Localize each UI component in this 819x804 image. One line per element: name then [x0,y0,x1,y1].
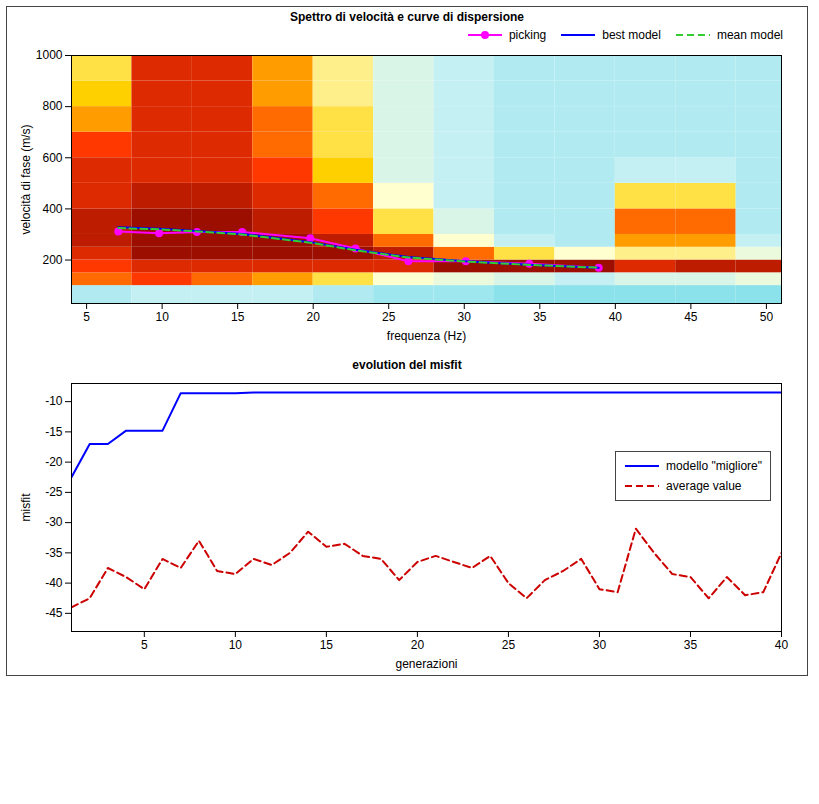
svg-text:800: 800 [42,99,62,113]
svg-text:50: 50 [760,310,774,324]
svg-text:20: 20 [307,310,321,324]
svg-text:-35: -35 [45,546,63,560]
svg-text:-10: -10 [45,394,63,408]
html-text:Spettro di velocità e curve di: Spettro di velocità e curve di dispersio… [290,10,524,24]
html-text:mean model: mean model [717,28,783,42]
svg-text:25: 25 [382,310,396,324]
html-text:best model: best model [602,28,661,42]
svg-text:10: 10 [229,638,243,652]
svg-text:5: 5 [141,638,148,652]
svg-text:45: 45 [684,310,698,324]
svg-text:frequenza (Hz): frequenza (Hz) [387,329,466,343]
svg-text:velocità di fase (m/s): velocità di fase (m/s) [19,124,33,234]
svg-text:-15: -15 [45,425,63,439]
svg-text:-40: -40 [45,576,63,590]
svg-text:35: 35 [533,310,547,324]
html-text:picking: picking [508,28,547,42]
svg-text:10: 10 [155,310,169,324]
svg-text:40: 40 [775,638,789,652]
svg-text:30: 30 [458,310,472,324]
svg-text:-30: -30 [45,515,63,529]
svg-text:400: 400 [42,202,62,216]
svg-text:30: 30 [593,638,607,652]
svg-text:200: 200 [42,253,62,267]
svg-text:-45: -45 [45,606,63,620]
html-text:modello "migliore": modello "migliore" [666,459,762,473]
svg-text:5: 5 [83,310,90,324]
svg-text:1000: 1000 [36,48,63,62]
svg-text:misfit: misfit [19,493,33,522]
svg-text:generazioni: generazioni [395,657,457,671]
svg-text:15: 15 [320,638,334,652]
html-text:evolution del misfit: evolution del misfit [352,358,462,372]
svg-text:-25: -25 [45,485,63,499]
svg-text:40: 40 [609,310,623,324]
svg-text:15: 15 [231,310,245,324]
html-text:average value: average value [666,479,742,493]
svg-text:600: 600 [42,151,62,165]
svg-text:-20: -20 [45,455,63,469]
svg-text:25: 25 [502,638,516,652]
svg-text:20: 20 [411,638,425,652]
svg-text:35: 35 [684,638,698,652]
